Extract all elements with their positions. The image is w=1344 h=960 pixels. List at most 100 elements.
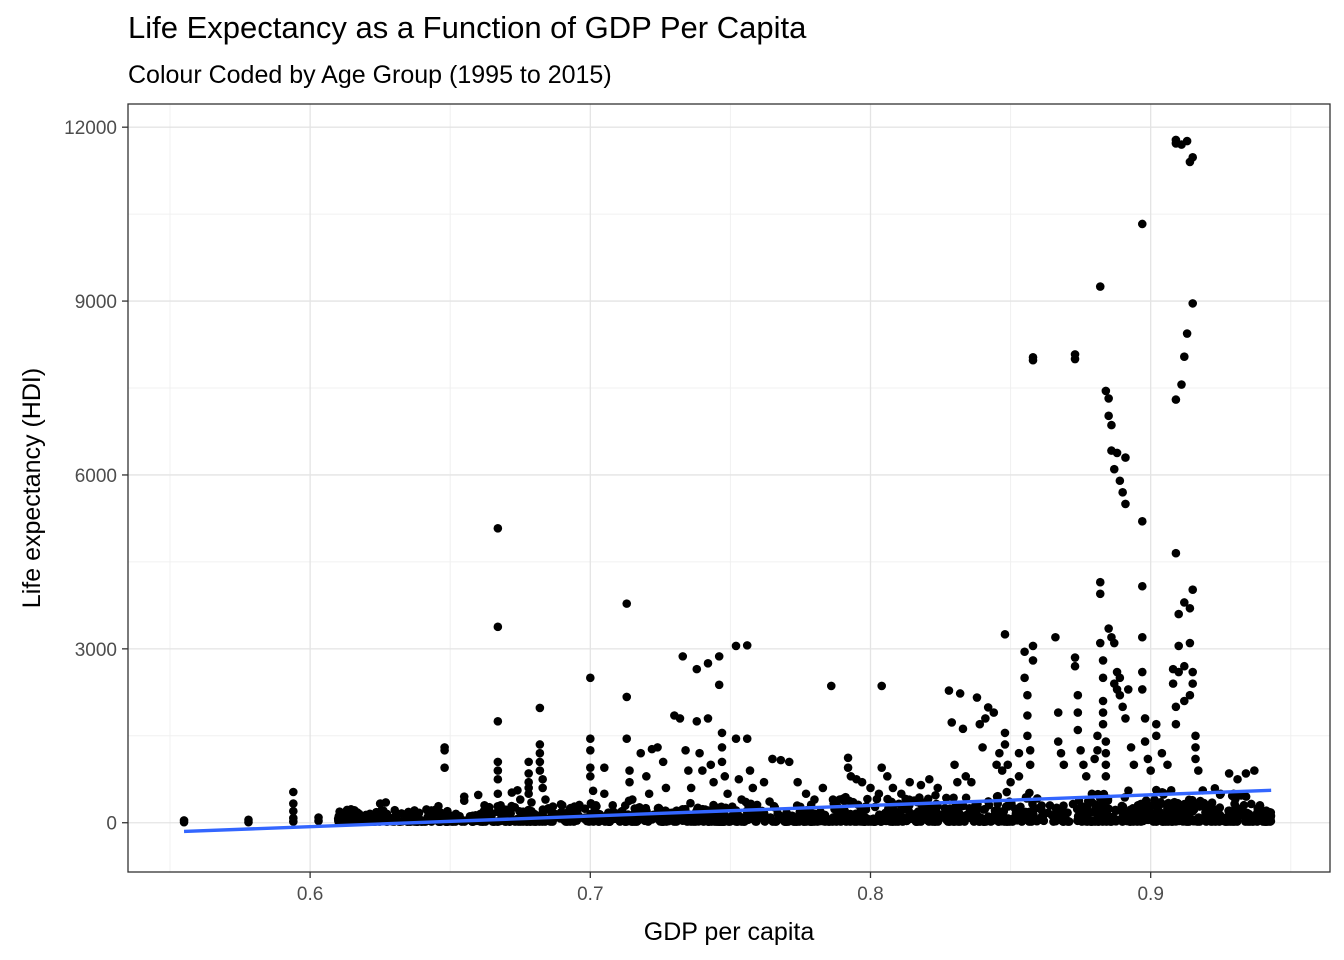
data-point bbox=[541, 795, 550, 804]
data-point bbox=[1095, 577, 1105, 587]
data-point bbox=[493, 717, 503, 726]
data-point bbox=[1201, 808, 1210, 817]
data-point bbox=[440, 763, 449, 772]
data-point bbox=[1137, 685, 1147, 694]
data-point bbox=[636, 748, 646, 758]
data-point bbox=[1056, 748, 1066, 758]
data-point bbox=[1081, 772, 1091, 781]
data-point bbox=[1023, 690, 1032, 700]
data-point bbox=[1188, 667, 1198, 677]
data-point bbox=[774, 812, 784, 822]
data-point bbox=[1126, 743, 1136, 752]
data-point bbox=[1224, 769, 1234, 778]
data-point bbox=[1073, 708, 1083, 717]
data-point bbox=[698, 766, 707, 775]
data-point bbox=[515, 795, 525, 804]
data-point bbox=[1053, 708, 1063, 717]
data-points bbox=[179, 135, 1276, 827]
y-axis-title: Life expectancy (HDI) bbox=[18, 368, 46, 608]
data-point bbox=[1101, 737, 1111, 746]
data-point bbox=[1038, 814, 1048, 824]
data-point bbox=[784, 757, 794, 767]
data-point bbox=[535, 703, 545, 713]
data-point bbox=[1231, 805, 1240, 815]
x-tick-label: 0.9 bbox=[1137, 884, 1163, 905]
data-point bbox=[1157, 799, 1167, 809]
data-point bbox=[866, 783, 875, 793]
data-point bbox=[1020, 673, 1029, 683]
data-point bbox=[1121, 453, 1130, 462]
data-point bbox=[681, 745, 690, 755]
data-point bbox=[1024, 811, 1034, 820]
data-point bbox=[722, 813, 731, 822]
data-point bbox=[653, 743, 662, 752]
data-point bbox=[723, 789, 732, 799]
data-point bbox=[843, 753, 853, 763]
trend-line-group bbox=[183, 788, 1272, 834]
data-point bbox=[1028, 641, 1038, 651]
data-point bbox=[535, 766, 545, 775]
data-point bbox=[899, 805, 908, 814]
data-point bbox=[1063, 817, 1073, 826]
data-point bbox=[586, 734, 595, 743]
y-tick-label: 6000 bbox=[75, 466, 117, 487]
data-point bbox=[524, 789, 533, 799]
y-tick-label: 0 bbox=[106, 814, 117, 835]
data-point bbox=[1093, 745, 1102, 755]
data-point bbox=[403, 810, 413, 819]
data-point bbox=[1053, 737, 1063, 746]
data-point bbox=[1115, 690, 1125, 700]
data-point bbox=[527, 798, 536, 807]
data-point bbox=[1017, 817, 1027, 826]
data-point bbox=[1185, 638, 1195, 648]
data-point bbox=[289, 806, 298, 816]
data-point bbox=[1194, 766, 1203, 775]
data-point bbox=[1191, 743, 1200, 752]
data-point bbox=[1109, 638, 1119, 648]
data-point bbox=[1025, 760, 1035, 770]
data-point bbox=[379, 806, 388, 815]
data-point bbox=[1191, 731, 1200, 741]
data-point bbox=[717, 728, 727, 738]
data-point bbox=[1137, 581, 1147, 591]
data-point bbox=[789, 817, 799, 826]
data-point bbox=[748, 783, 758, 793]
data-point bbox=[493, 766, 503, 775]
data-point bbox=[717, 757, 727, 767]
data-point bbox=[1095, 282, 1105, 291]
data-point bbox=[1110, 814, 1120, 824]
data-point bbox=[953, 777, 962, 787]
data-point bbox=[1185, 690, 1195, 700]
chart-title: Life Expectancy as a Function of GDP Per… bbox=[128, 10, 807, 45]
data-point bbox=[949, 817, 958, 826]
data-point bbox=[622, 734, 632, 743]
data-point bbox=[801, 789, 811, 799]
data-point bbox=[443, 809, 452, 818]
data-point bbox=[912, 817, 921, 826]
data-point bbox=[635, 802, 644, 812]
data-point bbox=[625, 777, 634, 787]
data-point bbox=[961, 793, 971, 803]
data-point bbox=[1115, 476, 1125, 486]
data-point bbox=[535, 740, 545, 749]
data-point bbox=[901, 794, 910, 804]
data-point bbox=[888, 783, 898, 793]
data-point bbox=[1227, 791, 1237, 801]
data-point bbox=[314, 816, 323, 826]
data-point bbox=[742, 641, 752, 650]
data-point bbox=[954, 809, 964, 818]
data-point bbox=[917, 806, 926, 816]
data-point bbox=[1233, 774, 1242, 784]
data-point bbox=[1213, 811, 1223, 821]
data-point bbox=[565, 806, 574, 816]
data-point bbox=[587, 816, 597, 826]
data-point bbox=[427, 806, 436, 815]
data-point bbox=[924, 817, 934, 826]
data-point bbox=[1141, 800, 1151, 809]
data-point bbox=[1118, 702, 1127, 712]
data-point bbox=[600, 789, 609, 799]
data-point bbox=[1000, 740, 1010, 749]
data-point bbox=[925, 774, 934, 784]
data-point bbox=[1163, 760, 1172, 770]
data-point bbox=[992, 760, 1001, 770]
